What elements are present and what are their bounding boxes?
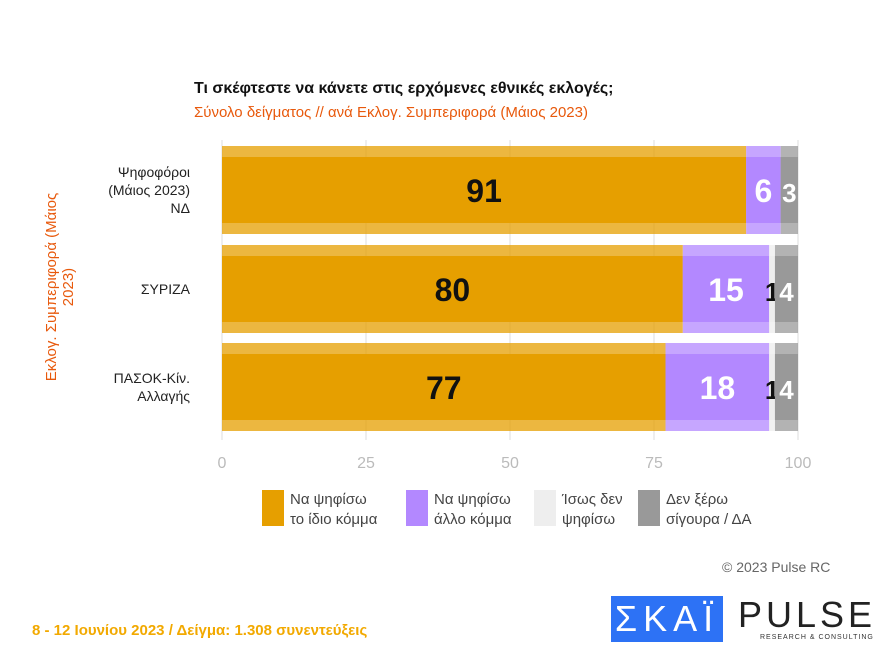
category-label-line: ΝΔ [170, 200, 190, 216]
skai-logo: ΣΚΑΪ [611, 596, 723, 642]
legend-swatch [638, 490, 660, 526]
category-label-line: Αλλαγής [137, 388, 190, 404]
legend-item: Να ψηφίσω άλλο κόμμα [406, 490, 512, 530]
x-tick-label: 0 [218, 455, 227, 472]
x-tick-label: 50 [501, 455, 519, 472]
bar-segment [682, 256, 770, 322]
data-label: 91 [466, 173, 502, 209]
bar-segment [746, 157, 781, 223]
bar-segment [774, 354, 798, 420]
bar-segment [665, 354, 770, 420]
bar-segment [769, 256, 775, 322]
data-label: 4 [779, 375, 794, 405]
bar-segment [780, 157, 798, 223]
data-label: 80 [435, 272, 471, 308]
footer-sample-info: 8 - 12 Ιουνίου 2023 / Δείγμα: 1.308 συνε… [32, 622, 368, 639]
chart-title: Τι σκέφτεστε να κάνετε στις ερχόμενες εθ… [194, 80, 614, 97]
x-tick-label: 25 [357, 455, 375, 472]
copyright: © 2023 Pulse RC [722, 559, 831, 575]
chart-plot: 0255075100PULSE9163801514771814 [218, 140, 812, 472]
category-label-line: ΣΥΡΙΖΑ [140, 281, 190, 297]
bar-segment [222, 157, 747, 223]
category-label-line: (Μάιος 2023) [108, 182, 190, 198]
pulse-logo-subtitle: RESEARCH & CONSULTING [760, 634, 874, 641]
legend-label: σίγουρα / ΔΑ [666, 511, 752, 528]
data-label: 3 [782, 178, 796, 208]
x-tick-label: 75 [645, 455, 663, 472]
category-label: ΣΥΡΙΖΑ [10, 280, 190, 298]
legend-label: το ίδιο κόμμα [290, 511, 378, 528]
legend-swatch [262, 490, 284, 526]
legend-label: ψηφίσω [562, 511, 616, 528]
legend-swatch [534, 490, 556, 526]
category-label-line: ΠΑΣΟΚ-Κίν. [113, 370, 190, 386]
legend-item: Δεν ξέρω σίγουρα / ΔΑ [638, 490, 752, 530]
legend-label: Δεν ξέρω [666, 491, 729, 508]
legend-label: Να ψηφίσω [434, 491, 511, 508]
legend-swatch [406, 490, 428, 526]
pulse-logo: PULSE [738, 594, 877, 635]
bar-segment [769, 354, 775, 420]
category-label: ΠΑΣΟΚ-Κίν. Αλλαγής [10, 369, 190, 405]
bar-segment [222, 256, 683, 322]
chart-subtitle: Σύνολο δείγματος // ανά Εκλογ. Συμπεριφο… [194, 104, 588, 121]
data-label: 4 [779, 277, 794, 307]
legend-item: Ίσως δεν ψηφίσω [534, 490, 623, 530]
data-label: 77 [426, 370, 462, 406]
bar-segment [774, 256, 798, 322]
data-label: 18 [700, 370, 736, 406]
bar-segment [222, 354, 666, 420]
category-label: Ψηφοφόροι (Μάιος 2023) ΝΔ [10, 163, 190, 217]
legend-label: Να ψηφίσω [290, 491, 367, 508]
legend-item: Να ψηφίσω το ίδιο κόμμα [262, 490, 377, 530]
legend-label: άλλο κόμμα [434, 511, 512, 528]
x-tick-label: 100 [785, 455, 812, 472]
data-label: 6 [755, 173, 773, 209]
category-label-line: Ψηφοφόροι [117, 164, 190, 180]
data-label: 15 [708, 272, 744, 308]
legend-label: Ίσως δεν [562, 491, 623, 508]
